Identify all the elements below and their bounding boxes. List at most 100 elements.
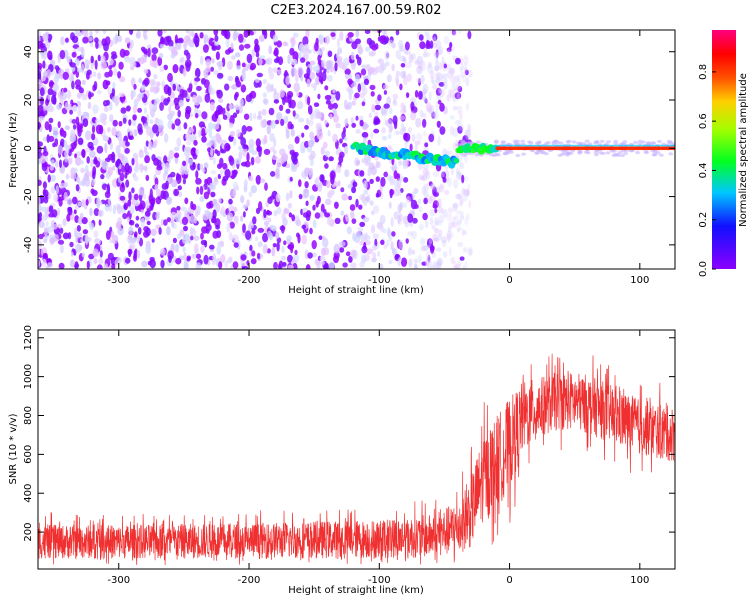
heatmap-cell (450, 166, 454, 176)
heatmap-cell (201, 135, 207, 143)
heatmap-cell (276, 207, 282, 215)
heatmap-cell (285, 129, 290, 139)
heatmap-cell (412, 217, 418, 224)
heatmap-cell (233, 242, 239, 248)
heatmap-cell (448, 221, 455, 228)
heatmap-cell (375, 192, 380, 198)
heatmap-cell (464, 260, 468, 269)
heatmap-cell (256, 146, 263, 153)
heatmap-cell (171, 179, 178, 188)
heatmap-cell (85, 147, 91, 153)
heatmap-cell (44, 161, 48, 168)
heatmap-cell (666, 139, 672, 143)
heatmap-cell (217, 72, 224, 79)
heatmap-cell (263, 98, 269, 105)
heatmap-cell (261, 108, 267, 116)
heatmap-cell (118, 92, 125, 98)
heatmap-cell (439, 102, 445, 112)
heatmap-cell (102, 135, 110, 142)
heatmap-cell (339, 151, 345, 158)
heatmap-cell (421, 61, 426, 71)
heatmap-cell (426, 264, 431, 269)
heatmap-cell (127, 199, 132, 207)
heatmap-cell (451, 45, 455, 52)
colorbar-gradient (712, 30, 736, 269)
heatmap-cell (437, 46, 444, 56)
heatmap-cell (67, 157, 73, 165)
heatmap-cell (94, 59, 98, 70)
heatmap-cell (204, 240, 208, 248)
heatmap-cell (459, 199, 463, 208)
heatmap-cell (57, 145, 64, 155)
heatmap-cell (521, 152, 527, 156)
heatmap-cell (334, 217, 341, 225)
heatmap-cell (124, 162, 130, 173)
heatmap-cell (112, 165, 116, 171)
heatmap-cell (263, 209, 267, 219)
heatmap-cell (176, 137, 182, 147)
heatmap-cell (433, 237, 440, 243)
heatmap-cell (246, 125, 253, 132)
heatmap-cell (430, 195, 436, 202)
heatmap-cell (446, 94, 451, 102)
heatmap-cell (453, 179, 459, 189)
heatmap-cell (309, 131, 315, 140)
y-tick-label: 600 (23, 445, 34, 464)
heatmap-cell (169, 100, 175, 107)
heatmap-cell (149, 101, 153, 112)
heatmap-cell (43, 238, 47, 244)
heatmap-cell (440, 236, 447, 244)
heatmap-cell (427, 260, 433, 267)
heatmap-cell (296, 101, 304, 110)
heatmap-cell (170, 53, 176, 59)
heatmap-cell (316, 195, 321, 205)
heatmap-cell (313, 102, 320, 107)
heatmap-cell (449, 89, 455, 99)
snr-y-label: SNR (10 * v/v) (8, 413, 19, 484)
heatmap-cell (371, 244, 377, 251)
heatmap-cell (463, 61, 468, 71)
heatmap-cell (203, 68, 209, 79)
heatmap-cell (248, 175, 254, 182)
heatmap-cell (312, 204, 316, 211)
heatmap-cell (449, 30, 453, 36)
heatmap-cell (263, 220, 270, 226)
heatmap-cell (136, 30, 141, 39)
heatmap-cell (466, 128, 472, 138)
heatmap-cell (402, 105, 407, 113)
heatmap-cell (270, 146, 275, 152)
heatmap-cell (75, 156, 82, 166)
heatmap-cell (429, 40, 434, 49)
heatmap-cell (133, 104, 137, 114)
heatmap-cell (434, 216, 439, 227)
heatmap-cell (443, 36, 450, 45)
heatmap-cell (433, 51, 440, 58)
heatmap-cell (143, 145, 148, 154)
heatmap-cell (116, 158, 120, 167)
heatmap-cell (359, 221, 366, 227)
heatmap-cell (344, 169, 350, 178)
heatmap-cell (456, 210, 463, 216)
heatmap-cell (66, 90, 72, 100)
heatmap-cell (231, 55, 236, 60)
heatmap-cell (113, 67, 118, 76)
heatmap-cell (512, 139, 518, 143)
heatmap-cell (302, 36, 309, 46)
heatmap-cell (463, 189, 470, 197)
heatmap-cell (107, 252, 114, 261)
heatmap-cell (238, 44, 245, 51)
heatmap-cell (82, 118, 89, 128)
heatmap-cell (98, 210, 103, 217)
heatmap-cell (287, 264, 294, 269)
heatmap-cell (445, 165, 449, 172)
heatmap-cell (435, 55, 439, 64)
heatmap-cell (128, 191, 132, 202)
heatmap-cell (414, 144, 418, 151)
heatmap-cell (62, 130, 67, 138)
heatmap-cell (576, 141, 582, 145)
heatmap-cell (282, 217, 288, 227)
heatmap-cell (432, 171, 440, 178)
heatmap-cell (84, 164, 89, 173)
heatmap-cell (439, 126, 446, 135)
heatmap-cell (374, 118, 381, 125)
